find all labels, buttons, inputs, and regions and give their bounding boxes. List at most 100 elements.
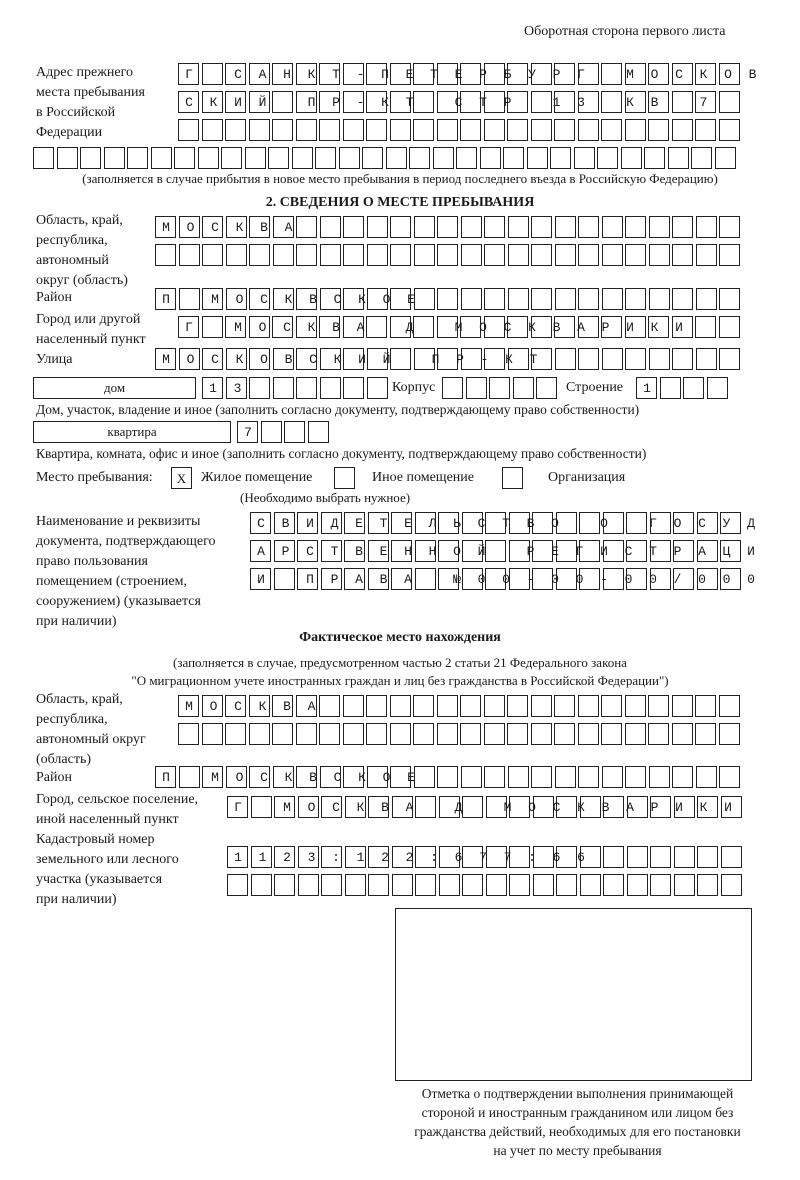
char-cell[interactable] xyxy=(391,512,412,534)
char-cell[interactable] xyxy=(297,512,318,534)
char-cell[interactable] xyxy=(648,766,670,788)
char-cell[interactable] xyxy=(438,568,459,590)
char-cell[interactable] xyxy=(436,695,458,717)
char-cell[interactable] xyxy=(720,874,742,896)
char-cell[interactable] xyxy=(508,512,530,534)
char-cell[interactable] xyxy=(296,288,317,310)
char-cell[interactable] xyxy=(225,288,247,310)
char-cell[interactable] xyxy=(648,695,669,717)
char-cell[interactable] xyxy=(321,874,342,896)
char-cell[interactable] xyxy=(695,695,716,717)
char-cell[interactable] xyxy=(319,63,340,85)
char-cell[interactable] xyxy=(556,846,577,868)
char-cell[interactable] xyxy=(366,766,388,788)
char-cell[interactable] xyxy=(626,874,648,896)
char-cell[interactable] xyxy=(485,512,506,534)
char-cell[interactable] xyxy=(342,316,364,338)
char-cell[interactable] xyxy=(248,119,270,141)
char-cell[interactable] xyxy=(507,723,528,745)
char-cell[interactable] xyxy=(624,119,646,141)
char-cell[interactable] xyxy=(272,91,293,113)
char-cell[interactable] xyxy=(225,91,246,113)
char-cell[interactable] xyxy=(720,796,742,818)
char-cell[interactable] xyxy=(602,540,624,562)
char-cell[interactable] xyxy=(319,119,340,141)
char-cell[interactable] xyxy=(460,723,481,745)
char-cell[interactable] xyxy=(554,723,575,745)
document-row-1[interactable]: СВИДЕТЕЛЬСТВО О ГОСУД xyxy=(250,512,755,535)
char-cell[interactable] xyxy=(485,540,506,562)
char-cell[interactable] xyxy=(127,147,148,169)
char-cell[interactable] xyxy=(155,766,176,788)
char-cell[interactable] xyxy=(465,377,487,399)
char-cell[interactable] xyxy=(531,348,552,370)
char-cell[interactable] xyxy=(273,568,295,590)
char-cell[interactable] xyxy=(577,91,599,113)
char-cell[interactable] xyxy=(272,316,293,338)
prev-address-row-4[interactable] xyxy=(33,147,738,170)
char-cell[interactable] xyxy=(507,244,529,266)
char-cell[interactable] xyxy=(273,540,295,562)
char-cell[interactable] xyxy=(603,846,624,868)
char-cell[interactable] xyxy=(103,147,125,169)
char-cell[interactable] xyxy=(249,244,270,266)
char-cell[interactable] xyxy=(648,723,669,745)
char-cell[interactable] xyxy=(342,119,364,141)
char-cell[interactable] xyxy=(414,568,436,590)
char-cell[interactable] xyxy=(530,119,552,141)
char-cell[interactable] xyxy=(297,874,319,896)
char-cell[interactable] xyxy=(237,421,258,443)
char-cell[interactable] xyxy=(249,766,270,788)
char-cell[interactable] xyxy=(555,540,577,562)
char-cell[interactable] xyxy=(489,377,510,399)
char-cell[interactable] xyxy=(389,91,411,113)
char-cell[interactable] xyxy=(460,244,482,266)
char-cell[interactable] xyxy=(650,874,671,896)
char-cell[interactable] xyxy=(624,723,646,745)
char-cell[interactable] xyxy=(556,874,577,896)
char-cell[interactable] xyxy=(295,695,317,717)
char-cell[interactable] xyxy=(274,874,295,896)
prev-address-row-2[interactable]: СКИЙ ПР-КТ СТР 13 КВ 7 xyxy=(178,91,742,114)
char-cell[interactable] xyxy=(626,796,648,818)
char-cell[interactable] xyxy=(578,244,599,266)
char-cell[interactable] xyxy=(437,216,458,238)
char-cell[interactable] xyxy=(307,421,329,443)
char-cell[interactable] xyxy=(508,540,530,562)
char-cell[interactable] xyxy=(672,216,693,238)
char-cell[interactable] xyxy=(507,766,529,788)
char-cell[interactable] xyxy=(601,316,622,338)
region-row-2[interactable] xyxy=(155,244,743,267)
char-cell[interactable] xyxy=(366,316,387,338)
char-cell[interactable] xyxy=(225,119,246,141)
char-cell[interactable] xyxy=(579,846,601,868)
char-cell[interactable] xyxy=(414,512,436,534)
char-cell[interactable] xyxy=(461,568,483,590)
char-cell[interactable] xyxy=(648,63,669,85)
char-cell[interactable] xyxy=(625,216,646,238)
char-cell[interactable] xyxy=(577,723,599,745)
char-cell[interactable] xyxy=(648,288,670,310)
char-cell[interactable] xyxy=(508,568,530,590)
char-cell[interactable] xyxy=(484,348,505,370)
char-cell[interactable] xyxy=(250,796,272,818)
char-cell[interactable] xyxy=(201,723,223,745)
char-cell[interactable] xyxy=(225,766,247,788)
char-cell[interactable] xyxy=(483,91,505,113)
char-cell[interactable] xyxy=(297,568,318,590)
char-cell[interactable] xyxy=(579,796,601,818)
char-cell[interactable] xyxy=(554,216,576,238)
char-cell[interactable] xyxy=(295,723,317,745)
char-cell[interactable] xyxy=(178,63,199,85)
char-cell[interactable] xyxy=(460,119,481,141)
char-cell[interactable] xyxy=(507,695,528,717)
char-cell[interactable] xyxy=(155,288,176,310)
char-cell[interactable] xyxy=(201,91,223,113)
char-cell[interactable] xyxy=(530,723,552,745)
char-cell[interactable] xyxy=(479,147,501,169)
char-cell[interactable] xyxy=(413,288,435,310)
char-cell[interactable] xyxy=(319,695,340,717)
char-cell[interactable] xyxy=(413,244,435,266)
char-cell[interactable] xyxy=(202,216,223,238)
char-cell[interactable] xyxy=(248,63,270,85)
